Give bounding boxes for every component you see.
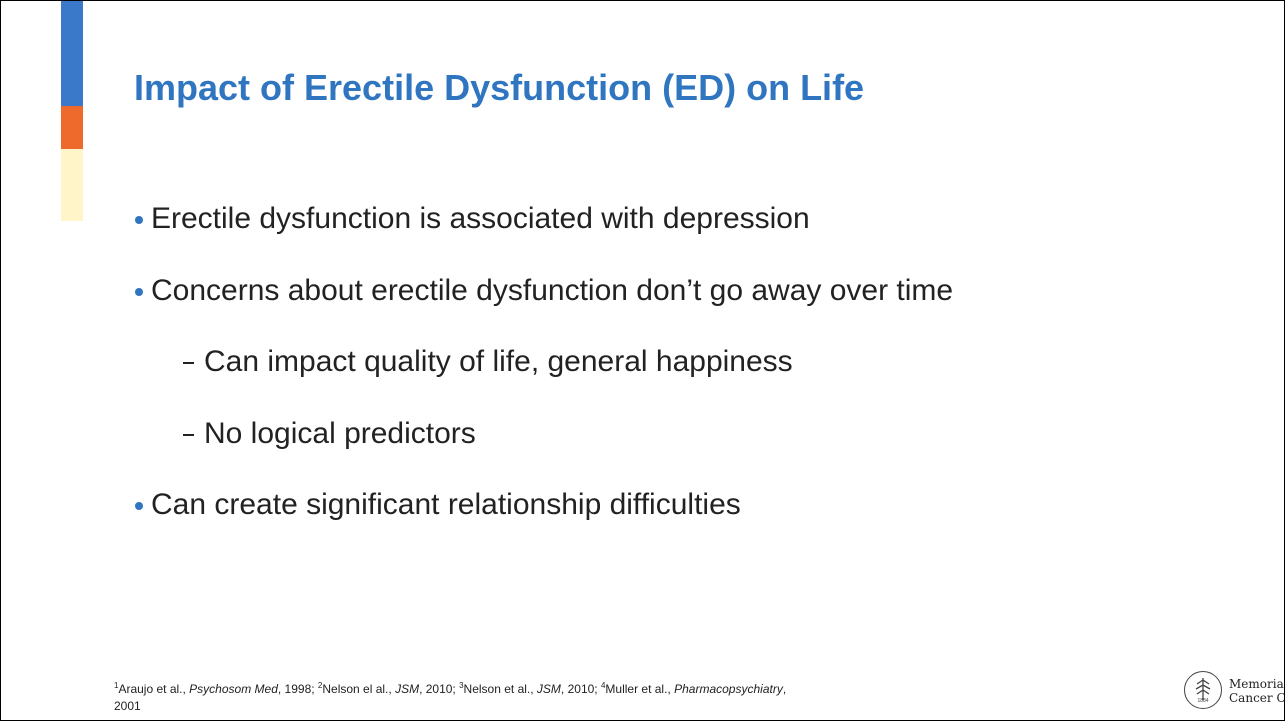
logo-line: Cancer Center: [1229, 691, 1285, 705]
reference-number: 4: [600, 681, 606, 690]
accent-bar-yellow: [61, 149, 83, 221]
reference-rest: , 2010;: [560, 682, 601, 696]
reference-rest: , 2010;: [419, 682, 460, 696]
logo-line: Memorial Sloan Kettering: [1229, 677, 1285, 691]
reference-journal: JSM: [395, 682, 420, 696]
accent-bar-blue: [61, 1, 83, 106]
accent-bar-orange: [61, 106, 83, 149]
dash-marker: [183, 362, 194, 364]
reference-journal: Psychosom Med: [189, 682, 278, 696]
logo-icon: [1195, 678, 1211, 700]
logo-year: 1884: [1197, 698, 1209, 704]
bullet: Can create significant relationship diff…: [151, 488, 741, 521]
reference-authors: Araujo et al.,: [118, 682, 190, 696]
slide-title: Impact of Erectile Dysfunction (ED) on L…: [134, 67, 865, 108]
reference-number: 3: [459, 681, 464, 690]
bullet-marker: [135, 287, 143, 296]
reference-rest: , 1998;: [277, 682, 318, 696]
reference-authors: Nelson el al.,: [322, 682, 396, 696]
dash-marker: [183, 433, 194, 436]
references: 1Araujo et al., Psychosom Med, 1998; 2Ne…: [114, 677, 814, 715]
bullet: Concerns about erectile dysfunction don’…: [151, 273, 954, 307]
bullet: Erectile dysfunction is associated with …: [151, 202, 810, 235]
bullet-marker: [135, 502, 143, 510]
sub-bullet: Can impact quality of life, general happ…: [204, 345, 793, 378]
reference-rest: , 2001: [114, 682, 787, 713]
reference-authors: Muller et al.,: [605, 682, 675, 696]
reference-number: 2: [317, 681, 323, 690]
reference-journal: Pharmacopsychiatry: [674, 682, 783, 696]
bullet-marker: [135, 216, 143, 224]
reference-number: 1: [114, 681, 119, 690]
logo-emblem: 1884: [1184, 671, 1222, 709]
reference-journal: JSM: [536, 682, 561, 696]
reference-authors: Nelson et al.,: [463, 682, 537, 696]
sub-bullet: No logical predictors: [204, 416, 476, 450]
